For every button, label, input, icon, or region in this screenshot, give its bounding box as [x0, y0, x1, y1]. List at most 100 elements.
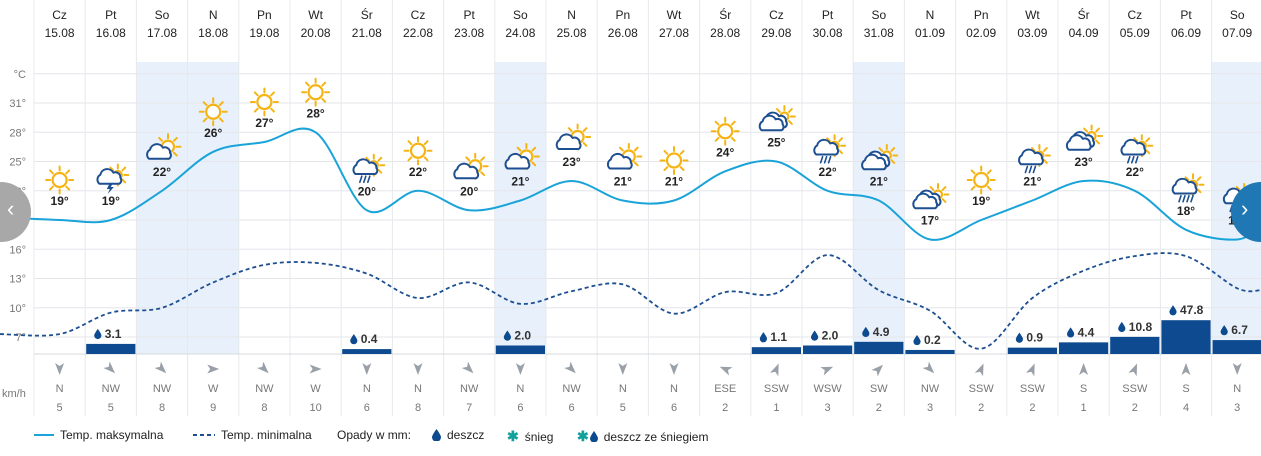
precip-bar: [1212, 340, 1261, 354]
day-name: Cz: [411, 8, 426, 22]
day-date: 21.08: [352, 26, 382, 40]
tmax-label: 20°: [358, 184, 376, 198]
day-date: 29.08: [761, 26, 791, 40]
precip-value: 4.9: [873, 325, 890, 339]
precip-value: 10.8: [1129, 320, 1153, 334]
day-date: 06.09: [1171, 26, 1201, 40]
wind-unit-label: km/h: [2, 388, 26, 400]
y-tick-label: 10°: [9, 303, 26, 315]
day-date: 27.08: [659, 26, 689, 40]
raindrop-icon: [862, 326, 870, 338]
day-name: N: [926, 8, 935, 22]
tmax-label: 27°: [255, 116, 273, 130]
wind-speed: 2: [876, 402, 882, 414]
day-name: Pn: [615, 8, 630, 22]
wind-arrow-icon: [922, 361, 935, 374]
tmax-label: 17°: [921, 214, 939, 228]
partly-cloudy-icon: [504, 143, 540, 170]
precip-bar: [751, 347, 801, 354]
precip-label: 47.8: [1169, 303, 1204, 317]
day-name: Śr: [1078, 7, 1090, 22]
wind-speed: 1: [773, 402, 779, 414]
raindrop-icon: [1220, 325, 1228, 336]
wind-direction: NW: [102, 383, 121, 395]
day-name: Śr: [361, 7, 373, 22]
weather-chart: °C31°28°25°22°19°16°13°10°7°Cz15.08Pt16.…: [0, 0, 1261, 416]
rain-sun-icon: [352, 153, 386, 184]
tmax-label: 21°: [614, 175, 632, 189]
precip-value: 2.0: [514, 328, 531, 342]
day-name: Śr: [719, 7, 731, 22]
wind-arrow-icon: [309, 364, 322, 374]
precip-bar: [905, 349, 955, 354]
sun-icon: [710, 116, 740, 146]
wind-direction: WSW: [814, 383, 843, 395]
day-name: Pn: [974, 8, 989, 22]
day-date: 31.08: [864, 26, 894, 40]
wind-speed: 2: [1132, 402, 1138, 414]
wind-arrow-icon: [618, 363, 628, 375]
tmax-label: 21°: [1023, 175, 1041, 189]
wind-direction: N: [414, 383, 422, 395]
cloudy-sun-icon: [758, 105, 796, 132]
sleet-icon: ✱: [577, 428, 589, 444]
precip-bar: [1110, 336, 1160, 354]
tmax-label: 23°: [563, 155, 581, 169]
y-tick-label: 7°: [15, 332, 26, 344]
y-tick-label: 31°: [9, 98, 26, 110]
wind-arrow-icon: [1025, 363, 1035, 377]
sun-icon: [45, 165, 75, 195]
day-name: Wt: [667, 8, 682, 22]
wind-direction: N: [1233, 383, 1241, 395]
day-name: So: [871, 8, 886, 22]
wind-direction: SSW: [1122, 383, 1148, 395]
precip-label: 4.4: [1067, 325, 1095, 339]
wind-speed: 8: [261, 402, 267, 414]
wind-direction: N: [619, 383, 627, 395]
tmax-label: 23°: [1075, 155, 1093, 169]
day-date: 05.09: [1120, 26, 1150, 40]
day-date: 15.08: [45, 26, 75, 40]
wind-speed: 7: [466, 402, 472, 414]
tmax-label: 19°: [51, 194, 69, 208]
day-name: So: [155, 8, 170, 22]
day-date: 03.09: [1017, 26, 1047, 40]
tmax-label: 22°: [409, 165, 427, 179]
wind-speed: 6: [671, 402, 677, 414]
raindrop-icon: [811, 330, 819, 341]
tmax-label: 26°: [204, 126, 222, 140]
wind-speed: 6: [364, 402, 370, 414]
wind-direction: SSW: [1020, 383, 1046, 395]
legend-snow: ✱ śnieg: [507, 428, 554, 444]
wind-direction: N: [516, 383, 524, 395]
day-name: Cz: [769, 8, 784, 22]
wind-speed: 5: [108, 402, 114, 414]
wind-arrow-icon: [362, 363, 372, 375]
wind-speed: 6: [569, 402, 575, 414]
tmax-label: 25°: [767, 136, 785, 150]
y-unit-label: °C: [14, 69, 26, 81]
y-tick-label: 13°: [9, 274, 26, 286]
precip-value: 6.7: [1231, 323, 1248, 337]
precip-label: 4.9: [862, 325, 890, 339]
day-date: 17.08: [147, 26, 177, 40]
precip-bar: [495, 345, 545, 354]
tmax-label: 18°: [1177, 204, 1195, 218]
wind-direction: SSW: [764, 383, 790, 395]
tmax-label: 21°: [511, 175, 529, 189]
y-tick-label: 16°: [9, 244, 26, 256]
wind-arrow-icon: [871, 364, 884, 377]
legend-sleet: ✱ deszcz ze śniegiem: [577, 428, 709, 444]
wind-speed: 5: [57, 402, 63, 414]
wind-arrow-icon: [154, 361, 167, 374]
day-date: 24.08: [505, 26, 535, 40]
precip-value: 2.0: [822, 328, 839, 342]
day-name: N: [567, 8, 576, 22]
wind-arrow-icon: [103, 361, 116, 374]
day-name: Cz: [1127, 8, 1142, 22]
thunderstorm-icon: [96, 163, 130, 194]
raindrop-icon: [350, 334, 358, 345]
wind-direction: SW: [870, 383, 888, 395]
wind-arrow-icon: [413, 363, 423, 375]
rain-sun-icon: [1120, 134, 1154, 164]
